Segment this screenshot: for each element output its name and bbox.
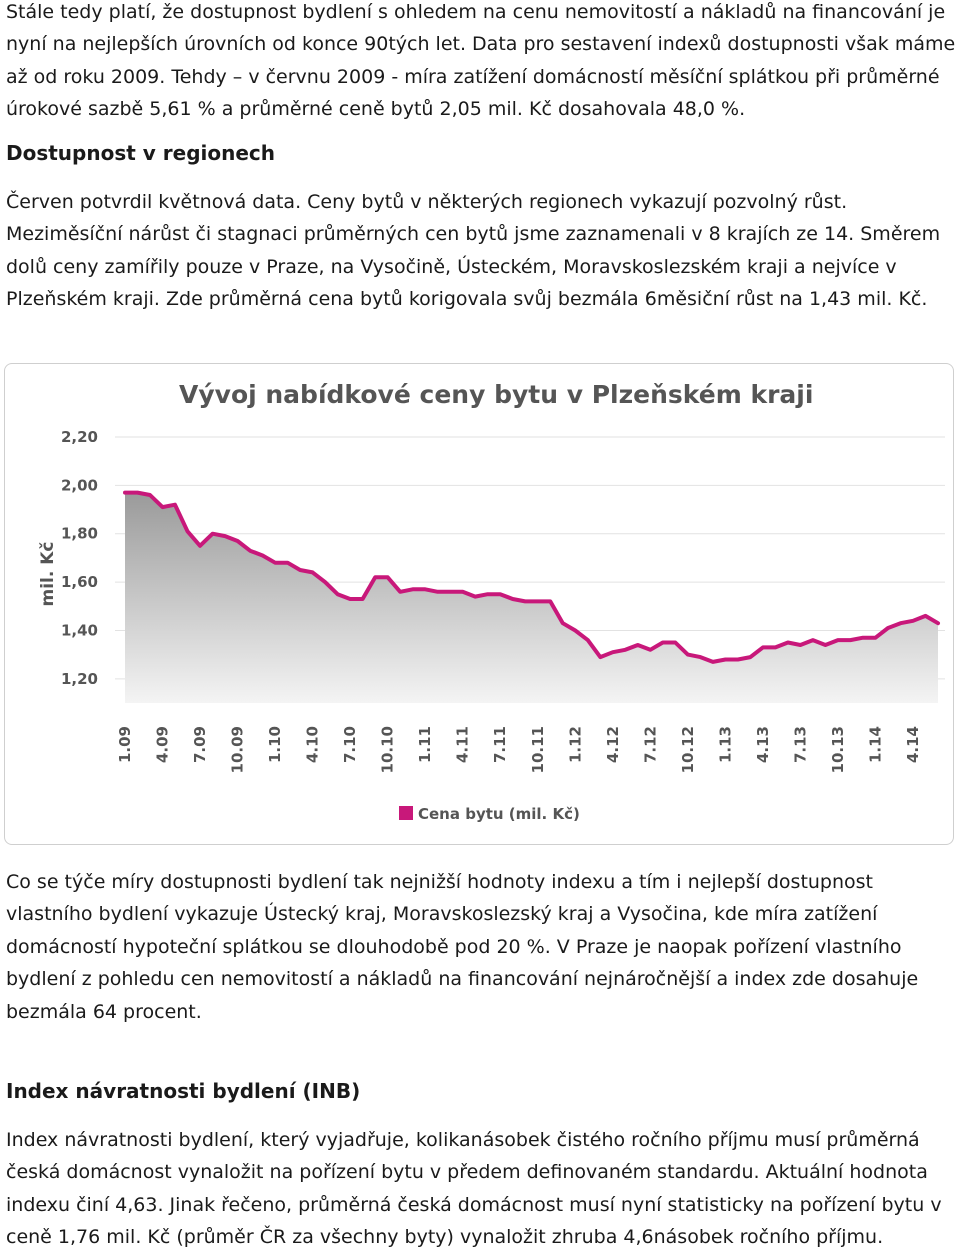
- legend-label: Cena bytu (mil. Kč): [418, 805, 580, 823]
- x-tick-label: 1.10: [266, 726, 284, 763]
- y-tick-label: 1,20: [61, 670, 98, 688]
- x-tick-label: 1.12: [566, 726, 584, 763]
- x-tick-label: 10.11: [529, 726, 547, 773]
- y-tick-label: 1,60: [61, 573, 98, 591]
- y-tick-label: 1,40: [61, 621, 98, 639]
- x-tick-label: 1.09: [116, 726, 134, 763]
- x-tick-label: 7.12: [641, 726, 659, 763]
- x-tick-label: 4.11: [454, 726, 472, 763]
- x-tick-label: 7.09: [191, 726, 209, 763]
- price-area: [125, 492, 938, 703]
- section-heading-inb: Index návratnosti bydlení (INB): [6, 1079, 361, 1103]
- x-tick-label: 7.11: [491, 726, 509, 763]
- x-tick-label: 7.10: [341, 726, 359, 763]
- x-tick-label: 10.09: [229, 726, 247, 773]
- x-tick-label: 1.11: [416, 726, 434, 763]
- price-chart-svg: Vývoj nabídkové ceny bytu v Plzeňském kr…: [38, 380, 945, 823]
- x-tick-label: 4.09: [154, 726, 172, 763]
- x-tick-label: 1.13: [716, 726, 734, 763]
- inb-paragraph: Index návratnosti bydlení, který vyjadřu…: [6, 1129, 942, 1249]
- y-tick-label: 1,80: [61, 525, 98, 543]
- x-tick-label: 4.13: [754, 726, 772, 763]
- legend-swatch: [399, 806, 413, 820]
- y-axis-label: mil. Kč: [38, 542, 58, 607]
- x-tick-label: 4.14: [904, 726, 922, 763]
- chart-title: Vývoj nabídkové ceny bytu v Plzeňském kr…: [179, 380, 813, 409]
- regions-paragraph: Červen potvrdil květnová data. Ceny bytů…: [6, 191, 941, 311]
- x-tick-label: 10.12: [679, 726, 697, 773]
- section-heading-regions: Dostupnost v regionech: [6, 141, 276, 165]
- x-tick-label: 1.14: [867, 726, 885, 763]
- y-tick-label: 2,00: [61, 476, 98, 494]
- y-tick-label: 2,20: [61, 428, 98, 446]
- affordability-paragraph: Co se týče míry dostupnosti bydlení tak …: [6, 871, 919, 1023]
- x-tick-label: 4.10: [304, 726, 322, 763]
- intro-paragraph: Stále tedy platí, že dostupnost bydlení …: [6, 1, 956, 121]
- x-tick-label: 10.10: [379, 726, 397, 773]
- price-chart: Vývoj nabídkové ceny bytu v Plzeňském kr…: [4, 363, 954, 845]
- x-tick-label: 4.12: [604, 726, 622, 763]
- price-line: [123, 490, 940, 664]
- x-tick-label: 10.13: [829, 726, 847, 773]
- x-tick-label: 7.13: [791, 726, 809, 763]
